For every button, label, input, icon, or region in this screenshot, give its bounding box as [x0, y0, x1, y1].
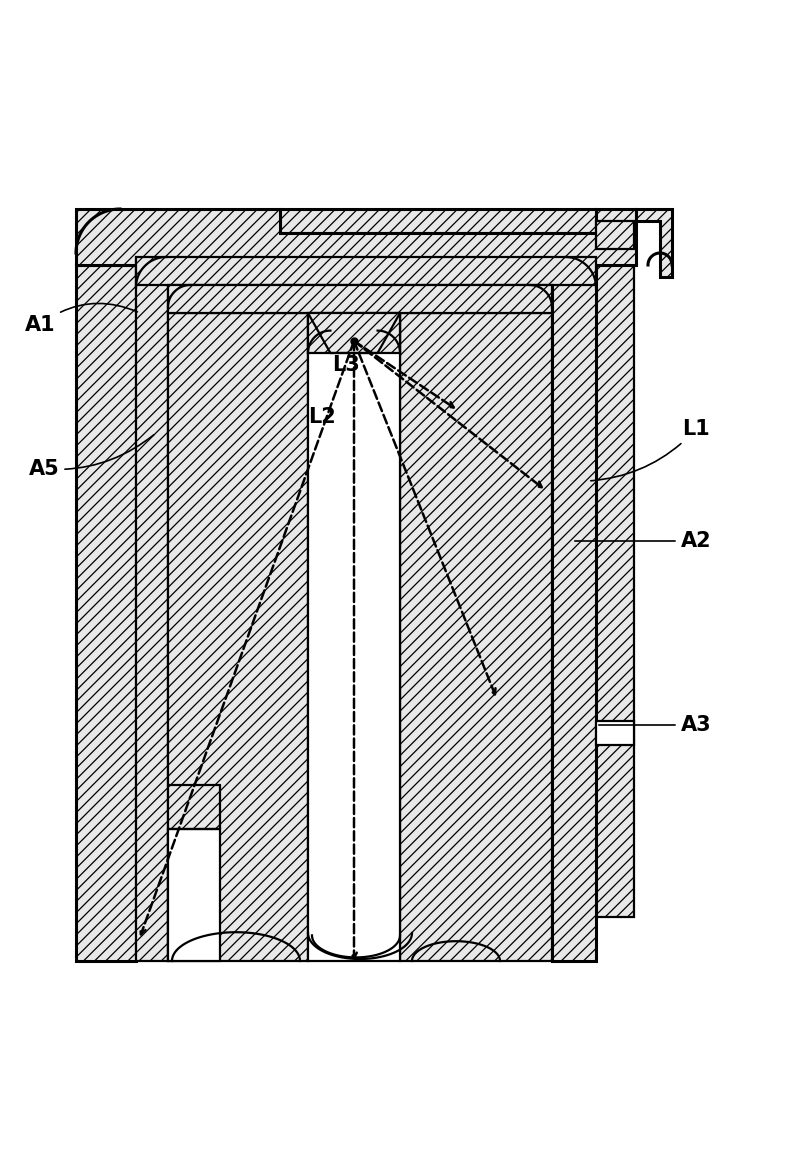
Bar — [136, 261, 168, 961]
Bar — [280, 209, 596, 233]
Text: A3: A3 — [598, 715, 711, 735]
Bar — [168, 285, 552, 314]
Bar — [136, 257, 596, 285]
Bar — [76, 264, 136, 961]
Text: A5: A5 — [29, 435, 154, 479]
Bar — [168, 314, 308, 961]
Text: L1: L1 — [590, 419, 710, 481]
Bar — [596, 221, 634, 249]
Text: A2: A2 — [574, 531, 711, 551]
Bar — [400, 314, 552, 961]
Bar — [552, 264, 596, 961]
Bar — [308, 314, 400, 353]
Polygon shape — [76, 209, 636, 264]
Bar — [168, 830, 220, 961]
Bar — [308, 314, 400, 961]
Text: L2: L2 — [308, 407, 336, 427]
Text: L3: L3 — [332, 355, 360, 376]
Bar — [596, 249, 634, 917]
Bar — [596, 721, 634, 745]
Text: A1: A1 — [25, 303, 138, 335]
Polygon shape — [636, 209, 672, 277]
